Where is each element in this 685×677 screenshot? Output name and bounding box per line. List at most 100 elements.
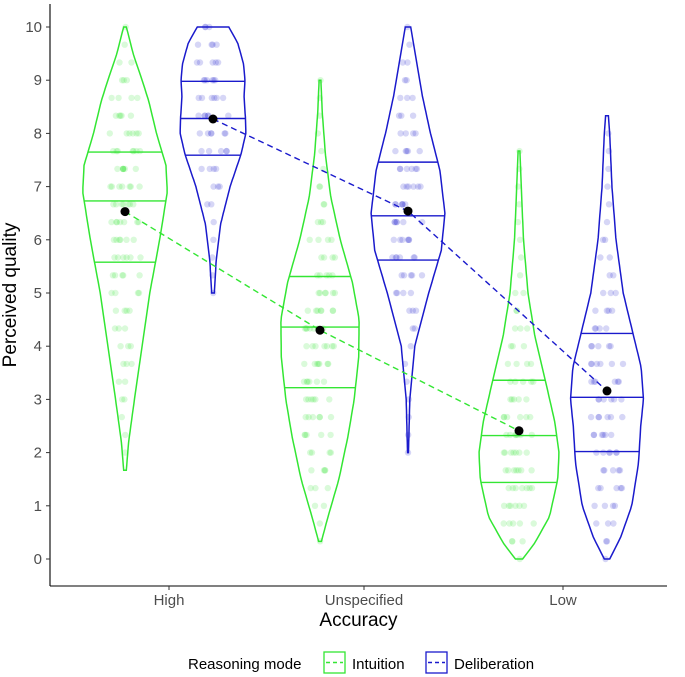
data-point: [316, 413, 323, 421]
data-point: [324, 236, 332, 243]
data-point: [329, 307, 337, 314]
y-tick-label: 0: [34, 551, 42, 568]
data-point: [202, 23, 209, 31]
data-point: [400, 289, 407, 297]
data-point: [605, 130, 612, 137]
data-point: [507, 396, 514, 403]
data-point: [209, 59, 216, 66]
data-point: [117, 236, 124, 243]
data-point: [110, 201, 117, 208]
data-point: [519, 484, 526, 492]
data-point: [195, 94, 202, 102]
data-point: [409, 307, 416, 314]
data-point: [111, 254, 118, 261]
data-point: [609, 467, 617, 474]
data-point: [504, 360, 512, 368]
data-point: [592, 378, 599, 385]
data-point: [318, 254, 325, 261]
mean-dot-deliberation: [602, 386, 612, 396]
data-point: [404, 147, 412, 155]
data-point: [397, 94, 404, 102]
data-point: [112, 112, 120, 119]
data-point: [417, 183, 424, 190]
data-point: [135, 218, 142, 226]
data-point: [325, 360, 332, 368]
data-point: [196, 130, 203, 137]
data-point: [398, 272, 405, 279]
data-point: [512, 502, 519, 509]
data-point: [302, 396, 310, 403]
data-point: [513, 467, 520, 474]
data-point: [300, 378, 308, 385]
data-point: [116, 236, 123, 243]
data-point: [614, 378, 622, 385]
data-point: [512, 378, 519, 385]
data-point: [501, 449, 509, 456]
data-point: [590, 431, 598, 439]
data-point: [403, 183, 410, 190]
data-point: [133, 130, 140, 137]
data-point: [500, 413, 508, 421]
y-tick-label: 9: [34, 72, 42, 89]
x-tick-label: Unspecified: [325, 592, 403, 609]
data-point: [115, 94, 122, 102]
data-point: [516, 272, 524, 279]
data-point: [114, 147, 121, 155]
data-point: [106, 130, 114, 137]
data-point: [119, 165, 127, 173]
data-point: [500, 502, 508, 509]
data-point: [593, 360, 600, 368]
data-point: [316, 289, 324, 297]
legend-items: Intuition Deliberation: [323, 651, 534, 674]
data-point: [409, 94, 416, 102]
data-point: [213, 94, 220, 102]
data-point: [321, 201, 328, 208]
data-point: [322, 289, 329, 297]
data-point: [403, 378, 410, 385]
data-point: [404, 94, 411, 102]
data-point: [391, 218, 398, 226]
data-point: [523, 360, 531, 368]
data-point: [404, 23, 411, 31]
data-point: [316, 112, 323, 119]
data-point: [597, 360, 604, 368]
violin-intuition-high: [82, 26, 168, 471]
data-point: [120, 272, 127, 279]
data-point: [310, 396, 317, 403]
data-point: [397, 165, 404, 173]
data-point: [413, 165, 421, 173]
data-point: [410, 130, 417, 137]
data-point: [588, 343, 595, 350]
data-point: [403, 77, 410, 84]
data-point: [223, 147, 230, 155]
data-point: [210, 289, 217, 297]
data-point: [221, 130, 228, 137]
data-point: [113, 218, 120, 226]
data-point: [317, 307, 325, 314]
data-point: [596, 325, 603, 332]
data-point: [414, 183, 422, 190]
data-point: [123, 236, 130, 243]
data-point: [317, 218, 325, 226]
data-point: [307, 484, 314, 492]
data-point: [505, 484, 512, 492]
data-point: [312, 343, 319, 350]
data-point: [121, 41, 128, 48]
data-point: [608, 396, 615, 403]
data-point: [516, 520, 524, 527]
data-point: [129, 130, 137, 137]
y-axis-ticks: 0 1 2 3 4 5 6 7 8 9 10: [25, 19, 50, 568]
data-point: [134, 218, 141, 226]
data-point: [303, 378, 310, 385]
data-point: [410, 254, 417, 261]
data-point: [530, 520, 537, 527]
data-point: [326, 272, 333, 279]
data-point: [212, 59, 219, 66]
violin-intuition-unspecified: [280, 79, 360, 543]
data-point: [618, 484, 626, 492]
data-point: [523, 413, 530, 421]
data-point: [600, 289, 607, 297]
plot-panel: 0 1 2 3 4 5 6 7 8 9 10 High Unspecified Low: [25, 4, 667, 609]
data-point: [516, 502, 523, 509]
data-point: [319, 218, 327, 226]
